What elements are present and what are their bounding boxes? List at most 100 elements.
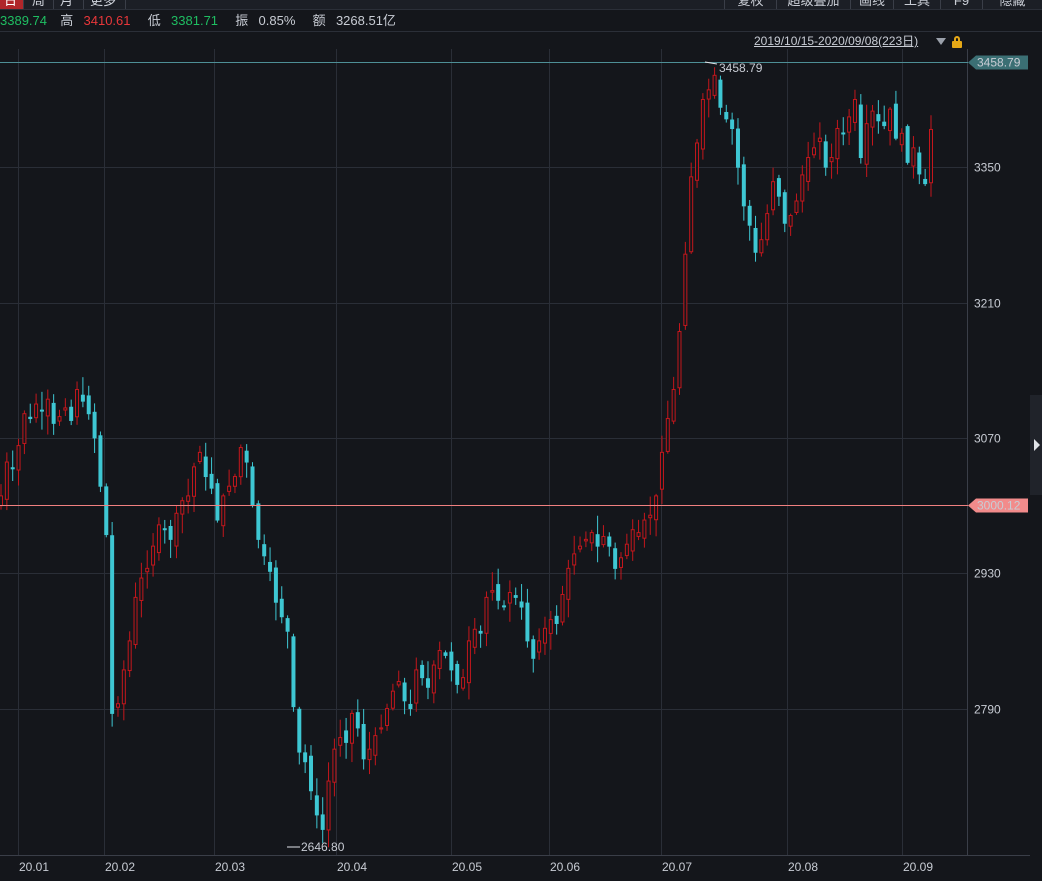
caret-down-icon[interactable] (936, 38, 946, 45)
candle (361, 708, 366, 770)
candle (385, 703, 390, 731)
chevron-right-icon (1034, 439, 1040, 451)
y-tick-label: 3350 (974, 161, 1001, 175)
amount-label: 额 (312, 13, 326, 28)
candle (923, 168, 928, 187)
candle (911, 136, 916, 179)
candle (121, 660, 126, 721)
candle (847, 108, 852, 146)
candle (817, 122, 822, 160)
candle (852, 89, 857, 131)
tool-button-1[interactable]: 超级叠加 (776, 0, 850, 9)
reference-price-tag-bg (968, 498, 1028, 513)
x-tick-label: 20.03 (215, 860, 245, 874)
candle (572, 535, 577, 575)
candle (718, 75, 723, 115)
candle (613, 542, 618, 580)
candle (414, 657, 419, 712)
candle (314, 778, 319, 829)
date-range-selector[interactable]: 2019/10/15-2020/09/08(223日) (754, 34, 919, 48)
candle (221, 493, 226, 537)
min-marker-label: 2646.80 (301, 840, 345, 854)
candle (566, 559, 571, 618)
candle (765, 204, 770, 246)
candle (215, 478, 220, 523)
close-value: 3389.74 (0, 13, 47, 28)
tool-button-4[interactable]: F9 (940, 0, 982, 9)
candle (496, 568, 501, 610)
y-tick-label: 3210 (974, 297, 1001, 311)
tool-button-3[interactable]: 工具 (893, 0, 940, 9)
candle (601, 525, 606, 548)
candle (636, 519, 641, 541)
candle (607, 532, 612, 557)
candle (262, 534, 267, 565)
lock-icon[interactable] (952, 36, 962, 48)
candle (75, 381, 80, 425)
period-tab-1[interactable]: 周 (28, 0, 54, 9)
candle (525, 588, 530, 648)
tool-button-0[interactable]: 复权 (724, 0, 776, 9)
x-tick-label: 20.05 (452, 860, 482, 874)
candle (367, 731, 372, 775)
candle (753, 215, 758, 262)
candle (671, 376, 676, 425)
amount-value: 3268.51亿 (335, 13, 396, 28)
candle (57, 409, 62, 426)
candle (642, 512, 647, 548)
candle (244, 444, 249, 478)
candle (285, 615, 290, 649)
candle (741, 156, 746, 221)
tool-button-2[interactable]: 画线 (850, 0, 893, 9)
y-tick-label: 2930 (974, 567, 1001, 581)
candle (180, 497, 185, 534)
candle (133, 582, 138, 649)
candle (139, 562, 144, 618)
x-tick-label: 20.04 (337, 860, 367, 874)
candle (390, 683, 395, 711)
candle (279, 586, 284, 624)
candle (619, 552, 623, 580)
candle (162, 519, 167, 544)
candle (461, 668, 466, 691)
candle (654, 493, 659, 537)
candle (560, 585, 565, 626)
candle (39, 391, 44, 430)
candle (355, 699, 360, 737)
expand-panel-button[interactable] (1030, 395, 1042, 495)
candle (168, 519, 173, 558)
candle (665, 400, 670, 454)
candle (326, 762, 331, 848)
candle (303, 744, 308, 774)
period-tab-0[interactable]: 日 (0, 0, 24, 9)
period-tab-2[interactable]: 月 (56, 0, 84, 9)
low-value: 3381.71 (171, 13, 219, 28)
candle (788, 213, 793, 236)
tool-button-5[interactable]: 隐藏 (982, 0, 1042, 9)
candle (589, 529, 594, 551)
low-label: 低 (147, 13, 161, 28)
candle (548, 610, 553, 650)
candle (858, 94, 863, 164)
period-tab-3[interactable]: 更多 (86, 0, 126, 9)
candle (51, 394, 56, 435)
candle (835, 119, 840, 175)
candle (507, 580, 512, 622)
amplitude-value: 0.85% (258, 13, 296, 28)
candle (10, 450, 15, 481)
candle (256, 500, 261, 549)
candle (776, 174, 781, 207)
candle (893, 90, 898, 141)
candle (431, 660, 436, 704)
candle (683, 241, 688, 330)
candle (22, 410, 27, 455)
candle (583, 531, 588, 548)
toolbar: 日周月更多 复权 超级叠加 画线 工具 F9 隐藏 (0, 0, 1042, 10)
candle (771, 167, 776, 216)
candle (28, 403, 33, 424)
candle (232, 473, 237, 494)
candle (115, 696, 120, 717)
high-value: 3410.61 (83, 13, 131, 28)
candle (238, 444, 243, 485)
